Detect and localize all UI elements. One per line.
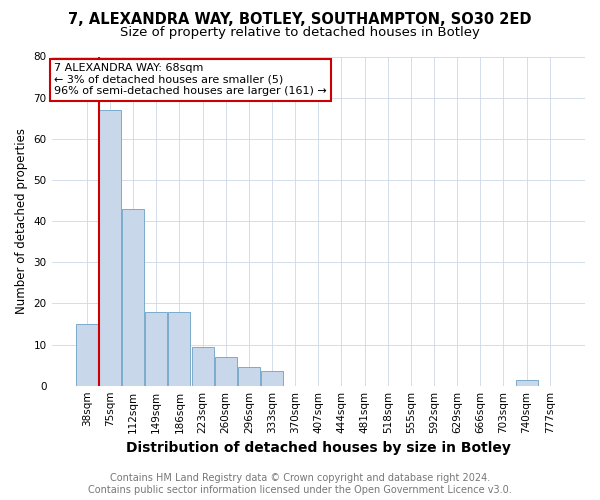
- Bar: [238, 367, 260, 386]
- Bar: [76, 324, 98, 386]
- Bar: [169, 312, 190, 386]
- Bar: [191, 346, 214, 386]
- Bar: [145, 312, 167, 386]
- Text: Size of property relative to detached houses in Botley: Size of property relative to detached ho…: [120, 26, 480, 39]
- X-axis label: Distribution of detached houses by size in Botley: Distribution of detached houses by size …: [126, 441, 511, 455]
- Y-axis label: Number of detached properties: Number of detached properties: [15, 128, 28, 314]
- Bar: [261, 372, 283, 386]
- Text: Contains HM Land Registry data © Crown copyright and database right 2024.
Contai: Contains HM Land Registry data © Crown c…: [88, 474, 512, 495]
- Bar: [122, 208, 144, 386]
- Text: 7, ALEXANDRA WAY, BOTLEY, SOUTHAMPTON, SO30 2ED: 7, ALEXANDRA WAY, BOTLEY, SOUTHAMPTON, S…: [68, 12, 532, 28]
- Text: 7 ALEXANDRA WAY: 68sqm
← 3% of detached houses are smaller (5)
96% of semi-detac: 7 ALEXANDRA WAY: 68sqm ← 3% of detached …: [54, 63, 327, 96]
- Bar: [515, 380, 538, 386]
- Bar: [99, 110, 121, 386]
- Bar: [215, 357, 236, 386]
